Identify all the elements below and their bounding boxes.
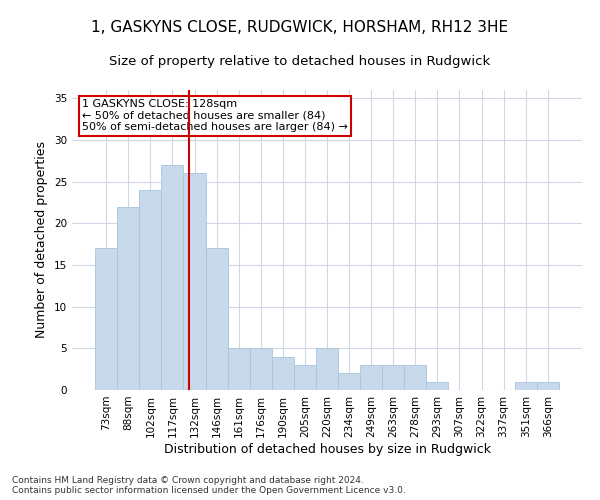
Y-axis label: Number of detached properties: Number of detached properties	[35, 142, 49, 338]
Bar	[184, 174, 206, 390]
Text: Size of property relative to detached houses in Rudgwick: Size of property relative to detached ho…	[109, 55, 491, 68]
X-axis label: Distribution of detached houses by size in Rudgwick: Distribution of detached houses by size …	[163, 442, 491, 456]
Bar	[227, 348, 250, 390]
Bar	[338, 374, 360, 390]
Bar	[382, 365, 404, 390]
Bar	[250, 348, 272, 390]
Text: Contains HM Land Registry data © Crown copyright and database right 2024.
Contai: Contains HM Land Registry data © Crown c…	[12, 476, 406, 495]
Bar	[206, 248, 227, 390]
Bar	[139, 190, 161, 390]
Bar	[316, 348, 338, 390]
Bar	[537, 382, 559, 390]
Bar	[95, 248, 117, 390]
Bar	[404, 365, 427, 390]
Text: 1, GASKYNS CLOSE, RUDGWICK, HORSHAM, RH12 3HE: 1, GASKYNS CLOSE, RUDGWICK, HORSHAM, RH1…	[91, 20, 509, 35]
Text: 1 GASKYNS CLOSE: 128sqm
← 50% of detached houses are smaller (84)
50% of semi-de: 1 GASKYNS CLOSE: 128sqm ← 50% of detache…	[82, 99, 348, 132]
Bar	[360, 365, 382, 390]
Bar	[515, 382, 537, 390]
Bar	[294, 365, 316, 390]
Bar	[161, 165, 184, 390]
Bar	[427, 382, 448, 390]
Bar	[117, 206, 139, 390]
Bar	[272, 356, 294, 390]
